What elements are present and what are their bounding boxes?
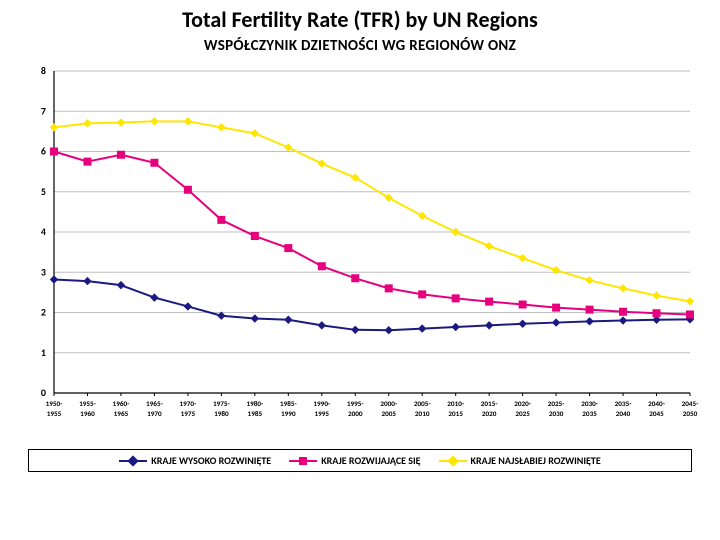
svg-text:2000: 2000 <box>348 409 363 418</box>
svg-text:1970-: 1970- <box>180 399 197 408</box>
svg-text:1950-: 1950- <box>46 399 63 408</box>
svg-text:8: 8 <box>41 64 46 77</box>
svg-text:4: 4 <box>41 225 46 238</box>
svg-text:6: 6 <box>41 145 46 158</box>
svg-text:2015: 2015 <box>448 409 463 418</box>
svg-text:2045-: 2045- <box>682 399 699 408</box>
svg-text:2020: 2020 <box>482 409 497 418</box>
svg-text:2025: 2025 <box>515 409 530 418</box>
svg-text:1965-: 1965- <box>146 399 163 408</box>
svg-text:2005-: 2005- <box>414 399 431 408</box>
svg-text:1955-: 1955- <box>79 399 96 408</box>
legend-label: KRAJE NAJSŁABIEJ ROZWINIĘTE <box>471 454 601 467</box>
svg-text:2010-: 2010- <box>447 399 464 408</box>
svg-text:2015-: 2015- <box>481 399 498 408</box>
svg-text:1955: 1955 <box>47 409 62 418</box>
svg-text:1985: 1985 <box>248 409 263 418</box>
svg-text:1995-: 1995- <box>347 399 364 408</box>
svg-text:3: 3 <box>41 265 46 278</box>
svg-text:2035-: 2035- <box>615 399 632 408</box>
legend-item: KRAJE WYSOKO ROZWINIĘTE <box>119 454 271 467</box>
svg-text:0: 0 <box>41 386 46 399</box>
svg-text:7: 7 <box>41 104 46 117</box>
svg-text:2050: 2050 <box>683 409 698 418</box>
svg-text:2045: 2045 <box>649 409 664 418</box>
legend-label: KRAJE WYSOKO ROZWINIĘTE <box>151 454 271 467</box>
svg-text:1960-: 1960- <box>113 399 130 408</box>
svg-text:2040: 2040 <box>616 409 631 418</box>
svg-text:1: 1 <box>41 346 46 359</box>
legend-item: KRAJE NAJSŁABIEJ ROZWINIĘTE <box>439 454 601 467</box>
svg-text:2030-: 2030- <box>581 399 598 408</box>
page-subtitle: WSPÓŁCZYNIK DZIETNOŚCI WG REGIONÓW ONZ <box>0 33 720 55</box>
chart-svg: 0 1 2 3 4 5 6 7 8 1950-1955 1955-1960 1960-1965 1965… <box>20 63 700 443</box>
svg-text:1970: 1970 <box>147 409 162 418</box>
page-title: Total Fertility Rate (TFR) by UN Regions <box>0 0 720 33</box>
svg-text:1995: 1995 <box>315 409 330 418</box>
legend-label: KRAJE ROZWIJAJĄCE SIĘ <box>321 454 420 467</box>
svg-text:1990-: 1990- <box>313 399 330 408</box>
svg-text:1975-: 1975- <box>213 399 230 408</box>
svg-text:2005: 2005 <box>381 409 396 418</box>
svg-text:2040-: 2040- <box>648 399 665 408</box>
svg-text:1975: 1975 <box>181 409 196 418</box>
legend: KRAJE WYSOKO ROZWINIĘTE KRAJE ROZWIJAJĄCE… <box>28 449 692 472</box>
svg-text:2: 2 <box>41 306 46 319</box>
svg-text:2000-: 2000- <box>380 399 397 408</box>
svg-text:2020-: 2020- <box>514 399 531 408</box>
svg-text:1965: 1965 <box>114 409 129 418</box>
svg-text:2010: 2010 <box>415 409 430 418</box>
svg-text:1960: 1960 <box>80 409 95 418</box>
svg-text:2025-: 2025- <box>548 399 565 408</box>
svg-text:1985-: 1985- <box>280 399 297 408</box>
svg-text:2035: 2035 <box>582 409 597 418</box>
svg-text:1980: 1980 <box>214 409 229 418</box>
tfr-chart: 0 1 2 3 4 5 6 7 8 1950-1955 1955-1960 1960-1965 1965… <box>20 63 700 443</box>
svg-text:2030: 2030 <box>549 409 564 418</box>
svg-text:5: 5 <box>41 185 46 198</box>
svg-text:1980-: 1980- <box>246 399 263 408</box>
legend-item: KRAJE ROZWIJAJĄCE SIĘ <box>289 454 420 467</box>
svg-text:1990: 1990 <box>281 409 296 418</box>
